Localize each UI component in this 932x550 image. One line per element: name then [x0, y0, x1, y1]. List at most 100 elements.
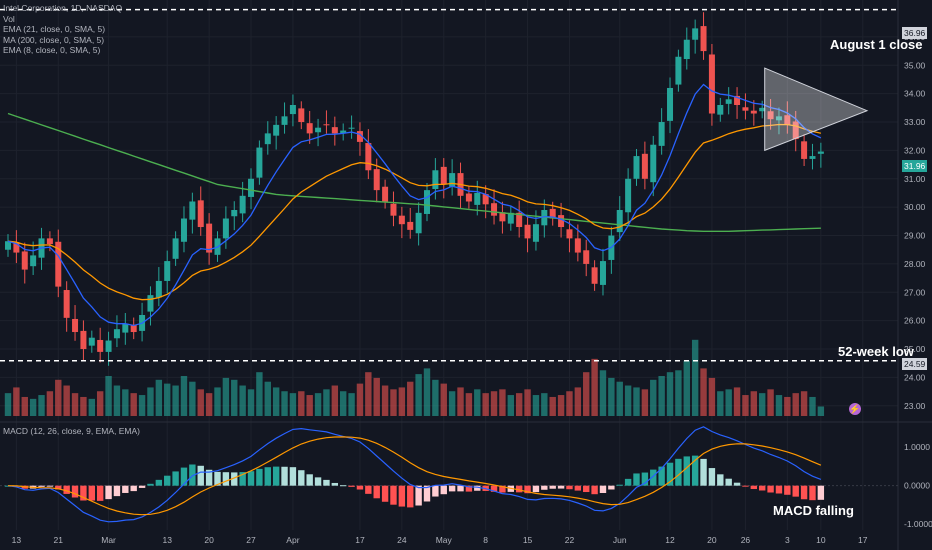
- volume-bar: [507, 395, 514, 416]
- macd-histogram-bar: [817, 485, 825, 500]
- ma200-label[interactable]: MA (200, close, 0, SMA, 5): [3, 34, 105, 45]
- volume-bar: [197, 389, 204, 416]
- candle-body: [398, 215, 405, 225]
- ema8-label[interactable]: EMA (8, close, 0, SMA, 5): [3, 45, 101, 55]
- volume-bar: [583, 372, 590, 416]
- candle-body: [465, 193, 472, 202]
- price-tick-label: 35.00: [904, 60, 926, 70]
- time-tick-label: 21: [54, 535, 64, 545]
- macd-histogram-bar: [407, 485, 414, 508]
- candle-body: [616, 210, 623, 233]
- candle-body: [775, 116, 782, 121]
- candle-body: [189, 201, 196, 220]
- macd-histogram-bar: [448, 485, 456, 492]
- volume-bar: [616, 381, 623, 416]
- macd-histogram-bar: [641, 472, 649, 486]
- candle-body: [30, 255, 37, 267]
- macd-histogram-bar: [138, 485, 146, 488]
- volume-bar: [222, 377, 230, 416]
- volume-bar: [708, 377, 716, 416]
- volume-bar: [247, 389, 255, 416]
- candle-body: [667, 87, 674, 121]
- candle-body: [289, 105, 296, 115]
- volume-bar: [180, 376, 188, 416]
- candle-body: [549, 208, 556, 219]
- macd-histogram-bar: [205, 469, 213, 486]
- macd-line: [7, 426, 822, 523]
- ema21-label[interactable]: EMA (21, close, 0, SMA, 5): [3, 24, 106, 34]
- volume-bar: [38, 395, 45, 416]
- volume-bar: [55, 379, 62, 416]
- candle-body: [164, 261, 171, 281]
- time-tick-label: Jun: [613, 535, 627, 545]
- volume-bar: [164, 383, 171, 416]
- time-tick-label: 17: [355, 535, 365, 545]
- volume-bar: [155, 379, 163, 416]
- price-tick-label: 24.00: [904, 372, 926, 382]
- volume-bar: [499, 389, 506, 416]
- macd-tick-label: 0.0000: [904, 481, 930, 491]
- candle-body: [407, 221, 414, 230]
- macd-histogram-bar: [172, 471, 179, 486]
- volume-bar: [340, 391, 347, 416]
- candle-body: [105, 340, 112, 352]
- macd-histogram-bar: [80, 485, 87, 501]
- candle-body: [298, 108, 305, 123]
- candle-body: [759, 107, 766, 112]
- volume-bar: [172, 385, 179, 416]
- macd-label[interactable]: MACD (12, 26, close, 9, EMA, EMA): [3, 426, 140, 436]
- price-tick-label: 27.00: [904, 287, 926, 297]
- volume-bar: [733, 387, 741, 416]
- candle-body: [633, 156, 640, 179]
- volume-bar: [675, 370, 682, 416]
- macd-histogram-bar: [281, 466, 288, 486]
- candle-body: [97, 339, 104, 352]
- macd-histogram-bar: [691, 455, 699, 486]
- time-tick-label: May: [436, 535, 453, 545]
- time-tick-label: 27: [246, 535, 256, 545]
- ma200-line: [7, 112, 821, 232]
- macd-histogram-bar: [365, 485, 372, 494]
- macd-histogram-bar: [574, 485, 582, 491]
- symbol-title[interactable]: Intel Corporation, 1D, NASDAQ: [3, 3, 123, 13]
- time-tick-label: 24: [397, 535, 407, 545]
- volume-bar: [381, 385, 389, 416]
- candle-body: [13, 242, 20, 253]
- lightning-icon[interactable]: ⚡: [849, 403, 861, 415]
- time-tick-label: 10: [816, 535, 826, 545]
- volume-bar: [264, 381, 271, 416]
- volume-bar: [750, 391, 758, 416]
- volume-bar: [532, 395, 540, 416]
- volume-bar: [214, 387, 221, 416]
- macd-histogram-bar: [231, 472, 238, 486]
- volume-bar: [407, 381, 414, 416]
- candle-body: [440, 166, 447, 185]
- candle-body: [675, 56, 682, 85]
- macd-histogram-bar: [189, 464, 196, 486]
- macd-histogram-bar: [272, 466, 280, 486]
- macd-histogram-bar: [38, 485, 45, 487]
- candle-body: [432, 170, 439, 189]
- macd-histogram-bar: [381, 485, 389, 502]
- volume-label[interactable]: Vol: [3, 13, 15, 24]
- candle-body: [792, 121, 799, 140]
- volume-bar: [541, 393, 548, 416]
- volume-bar: [80, 396, 87, 416]
- macd-histogram-bar: [666, 462, 674, 486]
- macd-histogram-bar: [616, 484, 623, 486]
- candle-body: [532, 224, 539, 242]
- macd-histogram-bar: [717, 474, 724, 486]
- macd-histogram-bar: [708, 468, 716, 486]
- macd-histogram-bar: [675, 458, 682, 486]
- volume-bar: [4, 393, 12, 416]
- volume-bar: [13, 387, 20, 416]
- candle-body: [72, 318, 79, 333]
- macd-histogram-bar: [733, 482, 741, 486]
- candle-body: [206, 223, 213, 253]
- low-line-tag: 24.59: [902, 358, 928, 370]
- macd-histogram-bar: [214, 471, 221, 486]
- macd-histogram-bar: [457, 485, 464, 492]
- volume-bar: [691, 339, 699, 416]
- volume-bar: [46, 391, 54, 416]
